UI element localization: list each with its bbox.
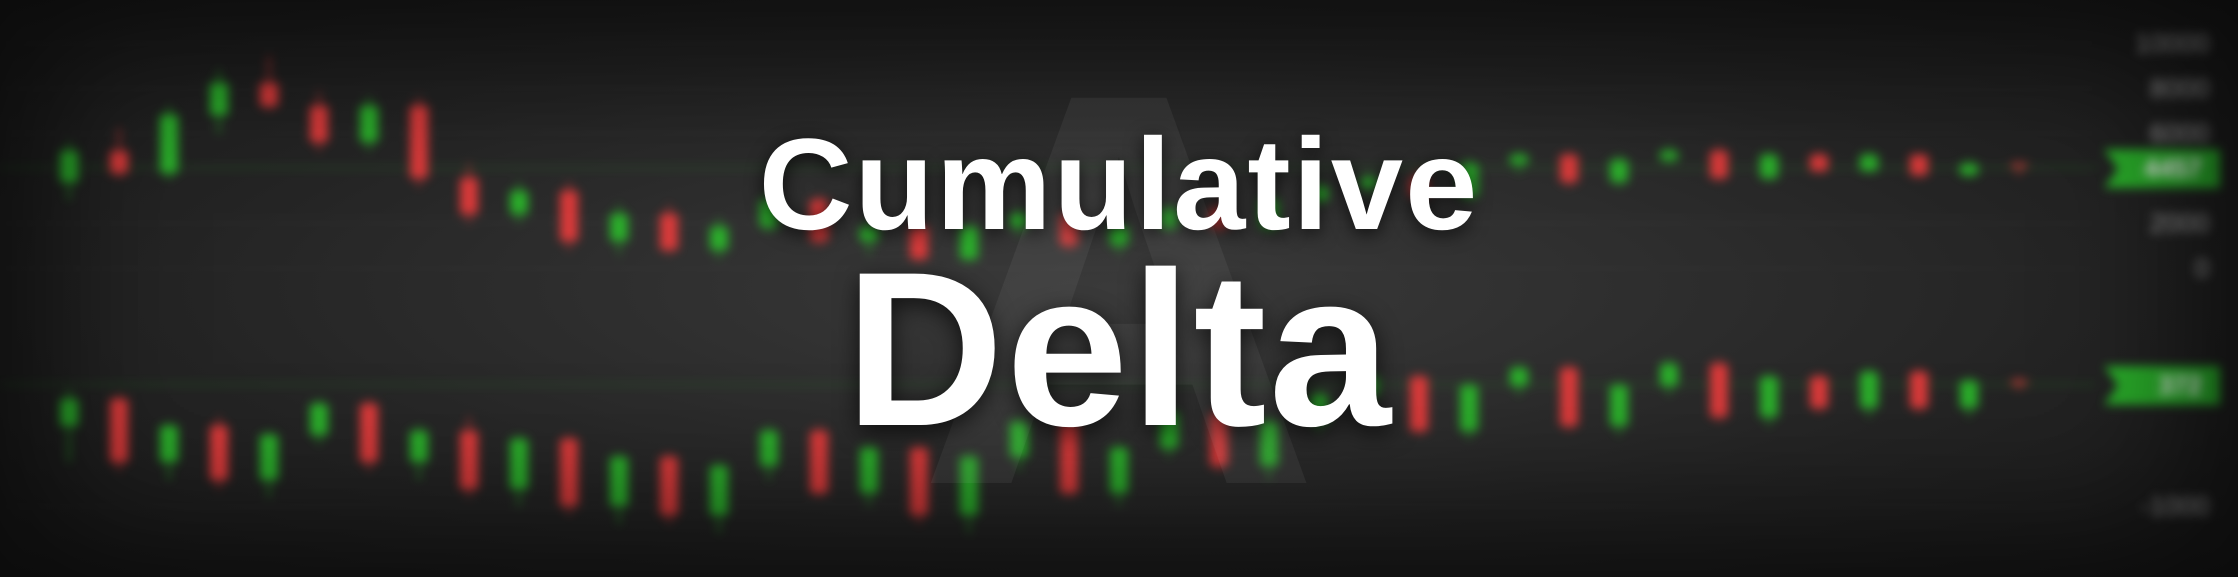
candle (1260, 196, 1278, 232)
candle (310, 92, 328, 151)
current-price-tag: 372 (2104, 366, 2220, 405)
candle (1610, 155, 1628, 187)
candle (1910, 368, 1928, 413)
candle (1810, 373, 1828, 413)
candle (610, 205, 628, 255)
candle (1960, 377, 1978, 417)
chart-background: 10000 8000 6000 2000 0 4457 -1000 372 (0, 0, 2238, 577)
current-price-line (0, 384, 2098, 385)
candle (1860, 368, 1878, 417)
candle (1160, 205, 1178, 232)
candle (460, 164, 478, 223)
candle (410, 426, 428, 480)
gridline (0, 223, 2098, 224)
candle (660, 453, 678, 524)
candle (360, 97, 378, 151)
candle (510, 435, 528, 506)
gridline (0, 506, 2098, 507)
candle (1460, 160, 1478, 201)
current-price-tag: 4457 (2104, 149, 2220, 188)
candle (410, 97, 428, 187)
candle (1610, 381, 1628, 435)
candle (1260, 417, 1278, 480)
candle (1210, 408, 1228, 471)
candle (510, 182, 528, 223)
candle (1710, 146, 1728, 182)
candle (810, 426, 828, 497)
candle (960, 453, 978, 533)
candle (60, 142, 78, 201)
candle (160, 422, 178, 480)
candle (810, 196, 828, 246)
candle (1410, 373, 1428, 436)
candle (2010, 377, 2028, 390)
candle (1460, 381, 1478, 439)
candle (1560, 364, 1578, 431)
candle (1010, 209, 1028, 236)
candle (760, 426, 778, 480)
candle (2010, 162, 2028, 176)
axis-tick-label: 6000 (2150, 118, 2210, 149)
candle (1710, 359, 1728, 422)
candle (1110, 444, 1128, 507)
candle (1560, 151, 1578, 187)
candle (1160, 408, 1178, 457)
candle (960, 223, 978, 264)
candle (1310, 390, 1328, 430)
gridline (0, 43, 2098, 44)
candle (560, 435, 578, 515)
candle (1760, 373, 1778, 427)
axis-tick-label: 2000 (2150, 208, 2210, 239)
axis-tick-label: 0 (2195, 253, 2210, 284)
gridline (0, 268, 2098, 269)
candle (760, 191, 778, 232)
candle (1010, 417, 1028, 471)
candle (360, 399, 378, 470)
axis-tick-label: 10000 (2135, 28, 2210, 59)
candle (710, 462, 728, 533)
candle (560, 182, 578, 250)
candle (210, 70, 228, 133)
candle (1660, 146, 1678, 164)
candle (1960, 160, 1978, 178)
candle (110, 395, 128, 471)
candle (1360, 373, 1378, 404)
candle (1410, 169, 1428, 201)
candle (1110, 223, 1128, 255)
candle (260, 431, 278, 498)
axis-tick-label: 8000 (2150, 73, 2210, 104)
candle (1510, 364, 1528, 395)
current-price-line (0, 167, 2098, 168)
candle (1060, 209, 1078, 250)
candle (660, 205, 678, 255)
candle (910, 444, 928, 524)
candle (1310, 182, 1328, 205)
candle (260, 56, 278, 110)
candle (1860, 151, 1878, 174)
gridline (0, 88, 2098, 89)
candle (860, 218, 878, 254)
candle (210, 417, 228, 488)
candle (1510, 151, 1528, 174)
candle (710, 218, 728, 259)
hero-banner: 1000080006000200004457-1000372 A Cumulat… (0, 0, 2238, 577)
candle (1360, 173, 1378, 196)
candle (310, 399, 328, 444)
candle (910, 223, 928, 264)
candle (1760, 151, 1778, 183)
candle (460, 417, 478, 497)
candle (1810, 151, 1828, 174)
candle (860, 444, 878, 507)
candle (60, 390, 78, 461)
candle (1060, 417, 1078, 497)
candle (1210, 200, 1228, 232)
axis-tick-label: -1000 (2141, 491, 2210, 522)
candle (160, 106, 178, 180)
candle (1660, 359, 1678, 395)
candle (110, 128, 128, 178)
candle (1910, 153, 1928, 178)
candle (610, 453, 628, 524)
